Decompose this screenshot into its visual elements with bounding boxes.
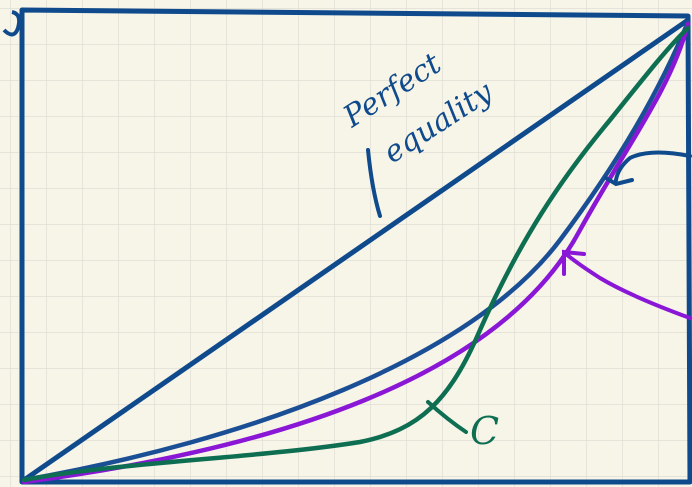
equality-line <box>21 17 691 483</box>
purple-arrowhead <box>562 249 586 276</box>
purple-curve <box>21 21 691 485</box>
blue-arrow <box>614 150 692 182</box>
blue-curve <box>21 19 691 483</box>
green-curve <box>21 25 691 483</box>
curve-label: C <box>470 409 499 453</box>
pen-stroke <box>2 10 22 37</box>
purple-arrow <box>564 252 692 320</box>
frame <box>19 7 692 485</box>
blue-arrowhead <box>604 176 634 187</box>
annotation-stroke <box>366 148 382 218</box>
green-pointer <box>426 400 468 434</box>
